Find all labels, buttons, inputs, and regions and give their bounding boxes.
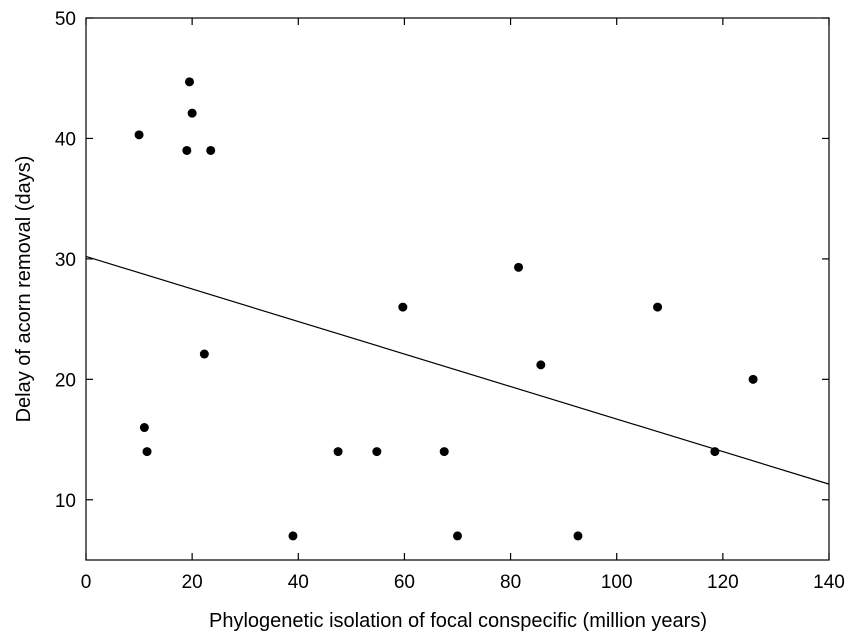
y-tick-label: 30 [55, 250, 76, 271]
y-tick-label: 10 [55, 491, 76, 512]
data-point [710, 447, 720, 457]
x-tick-label: 120 [707, 572, 739, 593]
data-point [453, 531, 462, 541]
x-tick-label: 80 [500, 572, 521, 593]
x-tick-label: 0 [81, 572, 92, 593]
regression-line [85, 255, 830, 485]
data-point [142, 447, 152, 457]
regression-line-group [85, 255, 830, 485]
y-axis-ticks: 10 20 30 40 50 [55, 9, 829, 512]
x-tick-label: 20 [182, 572, 203, 593]
data-points [134, 77, 758, 541]
plot-frame [85, 17, 830, 561]
data-point [514, 262, 524, 272]
x-axis-title: Phylogenetic isolation of focal conspeci… [209, 610, 707, 632]
data-point [134, 130, 144, 140]
data-point [398, 302, 408, 312]
x-tick-label: 40 [288, 572, 309, 593]
data-point [139, 423, 149, 433]
data-point [184, 77, 194, 87]
data-point [333, 447, 343, 457]
data-point [536, 360, 546, 370]
y-axis-title: Delay of acorn removal (days) [13, 156, 35, 423]
y-tick-label: 50 [55, 9, 76, 30]
data-point [182, 145, 192, 155]
data-point [199, 349, 209, 359]
data-point [187, 108, 197, 118]
x-tick-label: 100 [601, 572, 633, 593]
data-point [653, 302, 663, 312]
data-point [288, 531, 298, 541]
data-point [439, 447, 449, 457]
y-tick-label: 20 [55, 370, 76, 391]
x-axis-ticks: 0 20 40 60 80 100 120 140 [81, 18, 845, 593]
x-tick-label: 140 [813, 572, 845, 593]
data-point [206, 145, 216, 155]
data-point [573, 531, 583, 541]
y-tick-label: 40 [55, 129, 76, 150]
data-point [372, 447, 382, 457]
data-point [748, 374, 758, 384]
x-tick-label: 60 [394, 572, 415, 593]
